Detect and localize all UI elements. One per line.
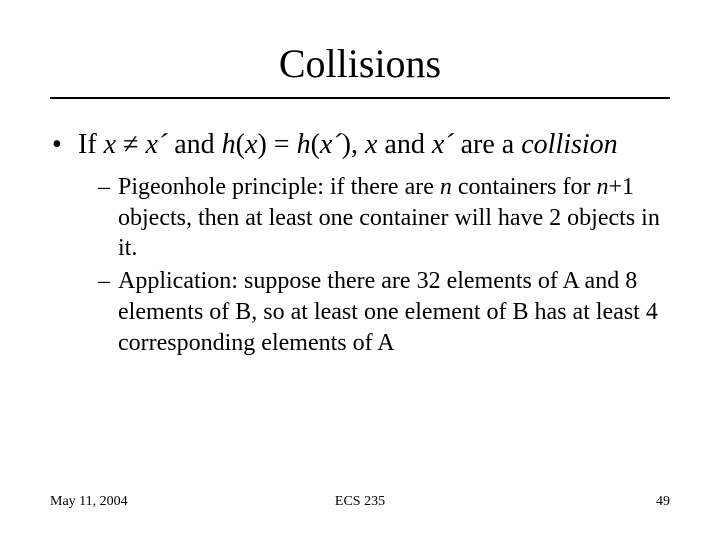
slide-footer: May 11, 2004 ECS 235 49 <box>50 494 670 510</box>
text-segment: collision <box>521 129 617 160</box>
text-segment: Application: suppose there are 32 elemen… <box>118 268 658 355</box>
text-segment: are a <box>454 129 522 160</box>
text-segment: and <box>377 129 431 160</box>
main-bullet-text: If x ≠ x´ and h(x) = h(x´), x and x´ are… <box>78 127 670 162</box>
dash-icon: – <box>98 266 118 358</box>
text-segment: and <box>167 129 221 160</box>
text-segment: x´ <box>320 129 342 160</box>
dash-icon: – <box>98 172 118 264</box>
text-segment: ( <box>236 129 245 160</box>
text-segment: x <box>365 129 377 160</box>
text-segment: x <box>245 129 257 160</box>
sub-bullet: –Pigeonhole principle: if there are n co… <box>98 172 670 264</box>
text-segment: x <box>104 129 116 160</box>
text-segment: Pigeonhole principle: if there are <box>118 174 440 200</box>
sub-bullet: –Application: suppose there are 32 eleme… <box>98 266 670 358</box>
text-segment: containers for <box>452 174 597 200</box>
slide-title: Collisions <box>50 40 670 87</box>
footer-course: ECS 235 <box>50 494 670 510</box>
text-segment: If <box>78 129 104 160</box>
text-segment: h <box>297 129 311 160</box>
sub-bullet-list: –Pigeonhole principle: if there are n co… <box>98 172 670 358</box>
main-bullet: • If x ≠ x´ and h(x) = h(x´), x and x´ a… <box>50 127 670 162</box>
sub-bullet-text: Pigeonhole principle: if there are n con… <box>118 172 670 264</box>
sub-bullet-text: Application: suppose there are 32 elemen… <box>118 266 670 358</box>
text-segment: ) = <box>257 129 296 160</box>
text-segment: ), <box>342 129 365 160</box>
text-segment: x´ <box>145 129 167 160</box>
title-rule <box>50 97 670 99</box>
text-segment: n <box>597 174 609 200</box>
text-segment: ( <box>311 129 320 160</box>
text-segment: x´ <box>432 129 454 160</box>
text-segment: ≠ <box>116 129 145 160</box>
text-segment: n <box>440 174 452 200</box>
text-segment: h <box>222 129 236 160</box>
bullet-dot: • <box>50 127 78 162</box>
